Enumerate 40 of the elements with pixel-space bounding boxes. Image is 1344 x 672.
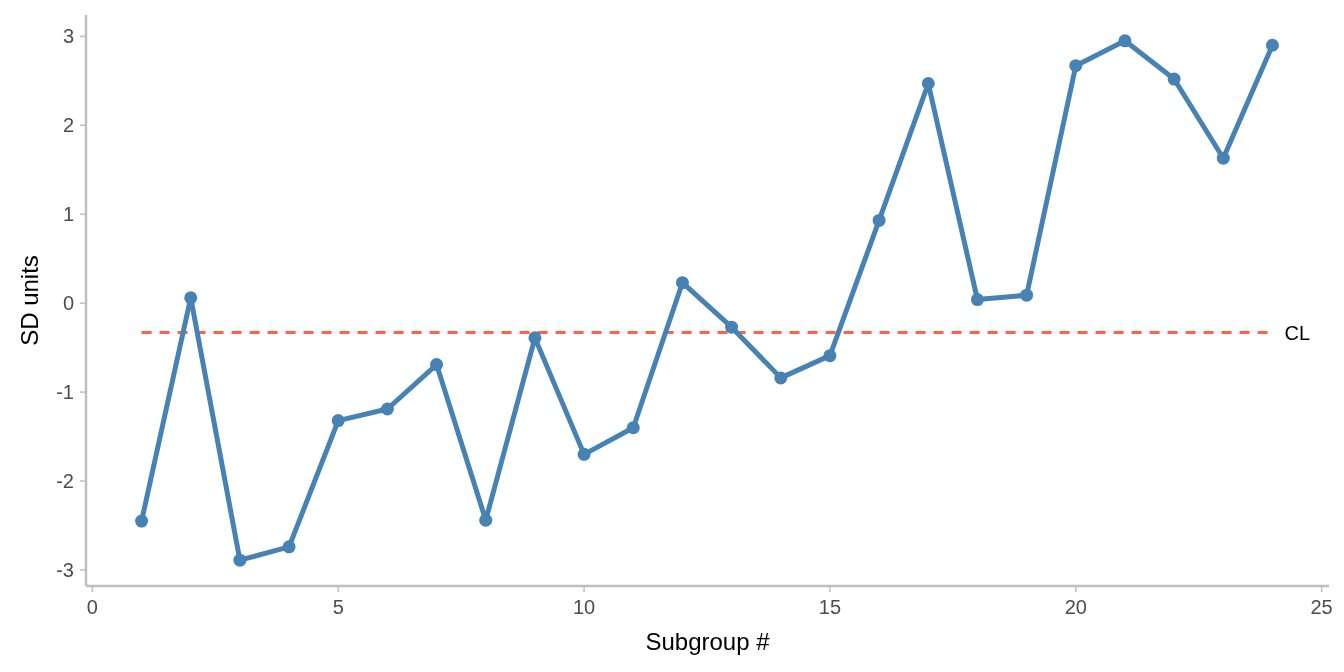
y-tick-label: -1 [56,381,74,404]
ref-line-label: CL [1284,321,1311,344]
y-tick-label: 1 [62,203,74,226]
point [135,514,149,528]
point [1020,288,1034,302]
x-tick-label: 20 [1064,596,1087,618]
point [528,331,542,345]
point [282,540,296,554]
y-tick-label: 2 [62,114,74,137]
point [675,276,689,290]
point [1118,34,1132,48]
x-tick-label: 5 [332,596,344,618]
x-tick-label: 0 [86,596,98,618]
point [1265,38,1279,52]
point [577,447,591,461]
point [872,213,886,227]
point [921,76,935,90]
y-tick-label: -2 [56,470,74,493]
x-tick-label: 10 [572,596,596,618]
point [430,358,444,372]
y-tick-label: 0 [62,292,74,315]
point [380,402,394,416]
point [479,513,493,527]
point [1167,72,1181,86]
point [233,553,247,567]
x-axis-title: Subgroup # [645,628,771,655]
point [823,349,837,363]
point [331,414,345,428]
point [1069,59,1083,73]
x-tick-label: 25 [1310,596,1333,618]
x-tick-label: 15 [818,596,842,618]
point [1216,151,1230,165]
point [626,421,640,435]
point [725,320,739,334]
y-tick-label: 3 [62,25,74,48]
y-tick-label: -3 [56,558,74,581]
point [774,371,788,385]
point [970,293,984,307]
y-axis-title: SD units [16,255,43,346]
point [184,291,198,305]
